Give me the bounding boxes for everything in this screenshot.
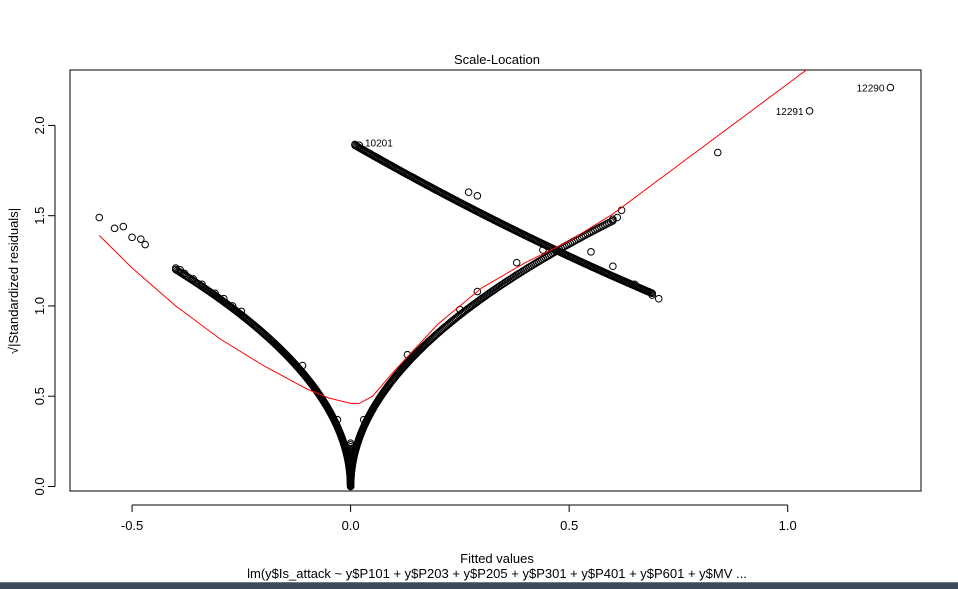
y-tick-label: 2.0 bbox=[32, 116, 47, 134]
plot-frame bbox=[69, 69, 922, 492]
point-label: 12290 bbox=[857, 84, 885, 95]
x-tick-label: 0.5 bbox=[560, 518, 578, 533]
y-tick-label: 1.5 bbox=[32, 207, 47, 225]
data-point bbox=[119, 222, 128, 231]
y-axis: 0.0 0.5 1.0 1.5 2.0 bbox=[32, 116, 56, 496]
data-point bbox=[211, 289, 219, 298]
data-point bbox=[473, 287, 482, 296]
dense-point bbox=[609, 216, 617, 225]
data-point bbox=[613, 213, 622, 222]
x-axis: -0.5 0.0 0.5 1.0 bbox=[121, 504, 797, 533]
dense-point bbox=[346, 439, 355, 447]
x-tick-label: -0.5 bbox=[121, 518, 143, 533]
data-point bbox=[351, 140, 359, 149]
plot-area: 10201 12291 12290 bbox=[95, 70, 895, 491]
data-point bbox=[355, 141, 364, 150]
data-point bbox=[180, 269, 189, 278]
point-labels: 10201 12291 12290 bbox=[365, 84, 885, 150]
data-point bbox=[539, 246, 547, 254]
data-point bbox=[128, 233, 136, 242]
data-point bbox=[359, 415, 368, 424]
data-point bbox=[228, 302, 237, 310]
dense-point-curves bbox=[171, 141, 656, 491]
y-tick-label: 0.0 bbox=[32, 477, 47, 495]
chart-title: Scale-Location bbox=[454, 52, 540, 67]
x-axis-title: Fitted values bbox=[460, 551, 534, 566]
chart-subtitle: lm(y$Is_attack ~ y$P101 + y$P203 + y$P20… bbox=[247, 566, 747, 581]
data-point bbox=[220, 294, 228, 303]
data-point bbox=[473, 192, 482, 200]
smooth-line bbox=[98, 70, 808, 404]
data-point bbox=[886, 83, 895, 92]
scatter-points bbox=[95, 83, 895, 424]
window-bottom-bar bbox=[0, 583, 958, 589]
data-point bbox=[609, 215, 617, 224]
data-point bbox=[403, 350, 412, 359]
data-point bbox=[805, 107, 814, 115]
data-point bbox=[587, 247, 595, 256]
smooth-line-group bbox=[98, 70, 808, 404]
data-point bbox=[171, 264, 180, 272]
data-point bbox=[512, 258, 521, 267]
x-tick-label: 0.0 bbox=[342, 518, 360, 533]
data-point bbox=[298, 361, 307, 370]
data-point bbox=[95, 213, 104, 222]
data-point bbox=[110, 224, 119, 233]
data-point bbox=[630, 280, 639, 289]
data-point bbox=[141, 240, 149, 249]
data-point bbox=[654, 294, 663, 303]
y-axis-title: √|Standardized residuals| bbox=[6, 208, 21, 354]
window-bottom-border bbox=[0, 582, 958, 583]
data-point bbox=[464, 188, 473, 197]
data-point bbox=[237, 307, 246, 316]
data-point bbox=[713, 148, 722, 157]
data-point bbox=[333, 415, 342, 424]
y-tick-label: 0.5 bbox=[32, 387, 47, 405]
data-point bbox=[609, 262, 617, 271]
data-point bbox=[648, 291, 656, 299]
data-point bbox=[198, 280, 206, 289]
point-label: 12291 bbox=[776, 107, 804, 118]
y-tick-label: 1.0 bbox=[32, 297, 47, 315]
data-point bbox=[137, 235, 145, 243]
point-label: 10201 bbox=[365, 138, 393, 149]
x-tick-label: 1.0 bbox=[779, 518, 797, 533]
data-point bbox=[189, 275, 198, 283]
